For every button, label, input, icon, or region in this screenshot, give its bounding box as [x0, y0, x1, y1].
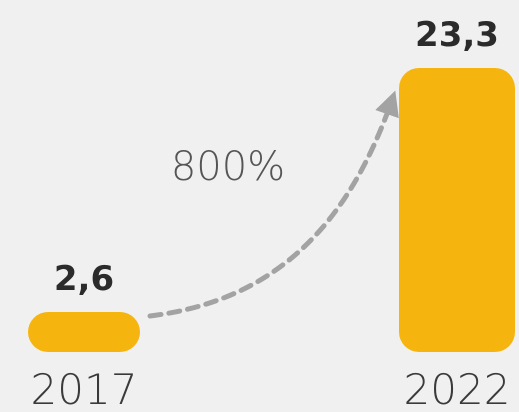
value-label-2022: 23,3: [415, 15, 499, 55]
bar-2017: [28, 312, 140, 352]
growth-percent-label: 800%: [171, 144, 285, 190]
value-label-2017: 2,6: [54, 259, 114, 299]
category-label-2017: 2017: [31, 365, 138, 412]
bar-2022: [399, 68, 515, 352]
growth-arrow: [147, 90, 399, 319]
category-label-2022: 2022: [404, 365, 511, 412]
